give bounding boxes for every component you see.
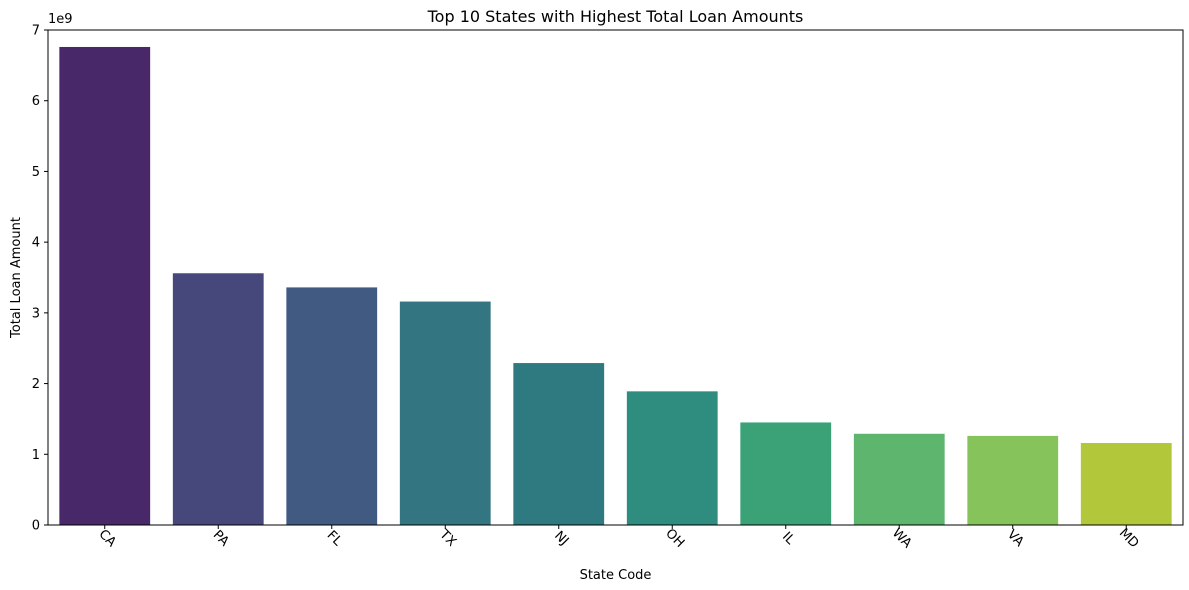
- x-tick-label: WA: [889, 526, 915, 552]
- bar-va: [967, 435, 1059, 525]
- bar-pa: [172, 273, 264, 525]
- bar-md: [1080, 442, 1172, 525]
- bar-ca: [59, 46, 151, 525]
- y-tick-label: 5: [32, 165, 40, 180]
- bar-fl: [286, 287, 378, 525]
- x-tick-label: NJ: [551, 528, 571, 548]
- y-tick-label: 0: [32, 519, 40, 534]
- y-tick-label: 3: [32, 306, 40, 321]
- x-axis-label: State Code: [580, 568, 652, 583]
- x-tick-label: TX: [436, 527, 459, 550]
- axis-offset-text: 1e9: [48, 12, 73, 27]
- bar-wa: [853, 433, 945, 525]
- x-tick-label: PA: [210, 528, 232, 550]
- chart-title: Top 10 States with Highest Total Loan Am…: [427, 7, 804, 26]
- y-tick-label: 1: [32, 448, 40, 463]
- y-tick-label: 7: [32, 24, 40, 39]
- x-tick-label: VA: [1004, 527, 1027, 550]
- x-tick-label: FL: [324, 528, 346, 550]
- bar-tx: [399, 301, 491, 525]
- x-tick-label: CA: [96, 527, 119, 550]
- bars-group: [59, 46, 1172, 525]
- bar-oh: [626, 391, 718, 525]
- x-tick-label: IL: [779, 529, 798, 548]
- y-tick-label: 2: [32, 377, 40, 392]
- y-tick-label: 4: [32, 236, 40, 251]
- y-axis-ticks: 0 1 2 3 4 5 6 7: [32, 24, 48, 534]
- x-tick-label: OH: [662, 526, 687, 551]
- plot-frame: [47, 29, 1184, 526]
- y-tick-label: 6: [32, 94, 40, 109]
- bar-nj: [513, 363, 605, 525]
- bar-il: [740, 422, 832, 525]
- x-axis-ticks: CA PA FL TX NJ OH IL WA VA MD: [96, 525, 1142, 551]
- x-tick-label: MD: [1116, 526, 1142, 552]
- y-axis-label: Total Loan Amount: [9, 217, 24, 339]
